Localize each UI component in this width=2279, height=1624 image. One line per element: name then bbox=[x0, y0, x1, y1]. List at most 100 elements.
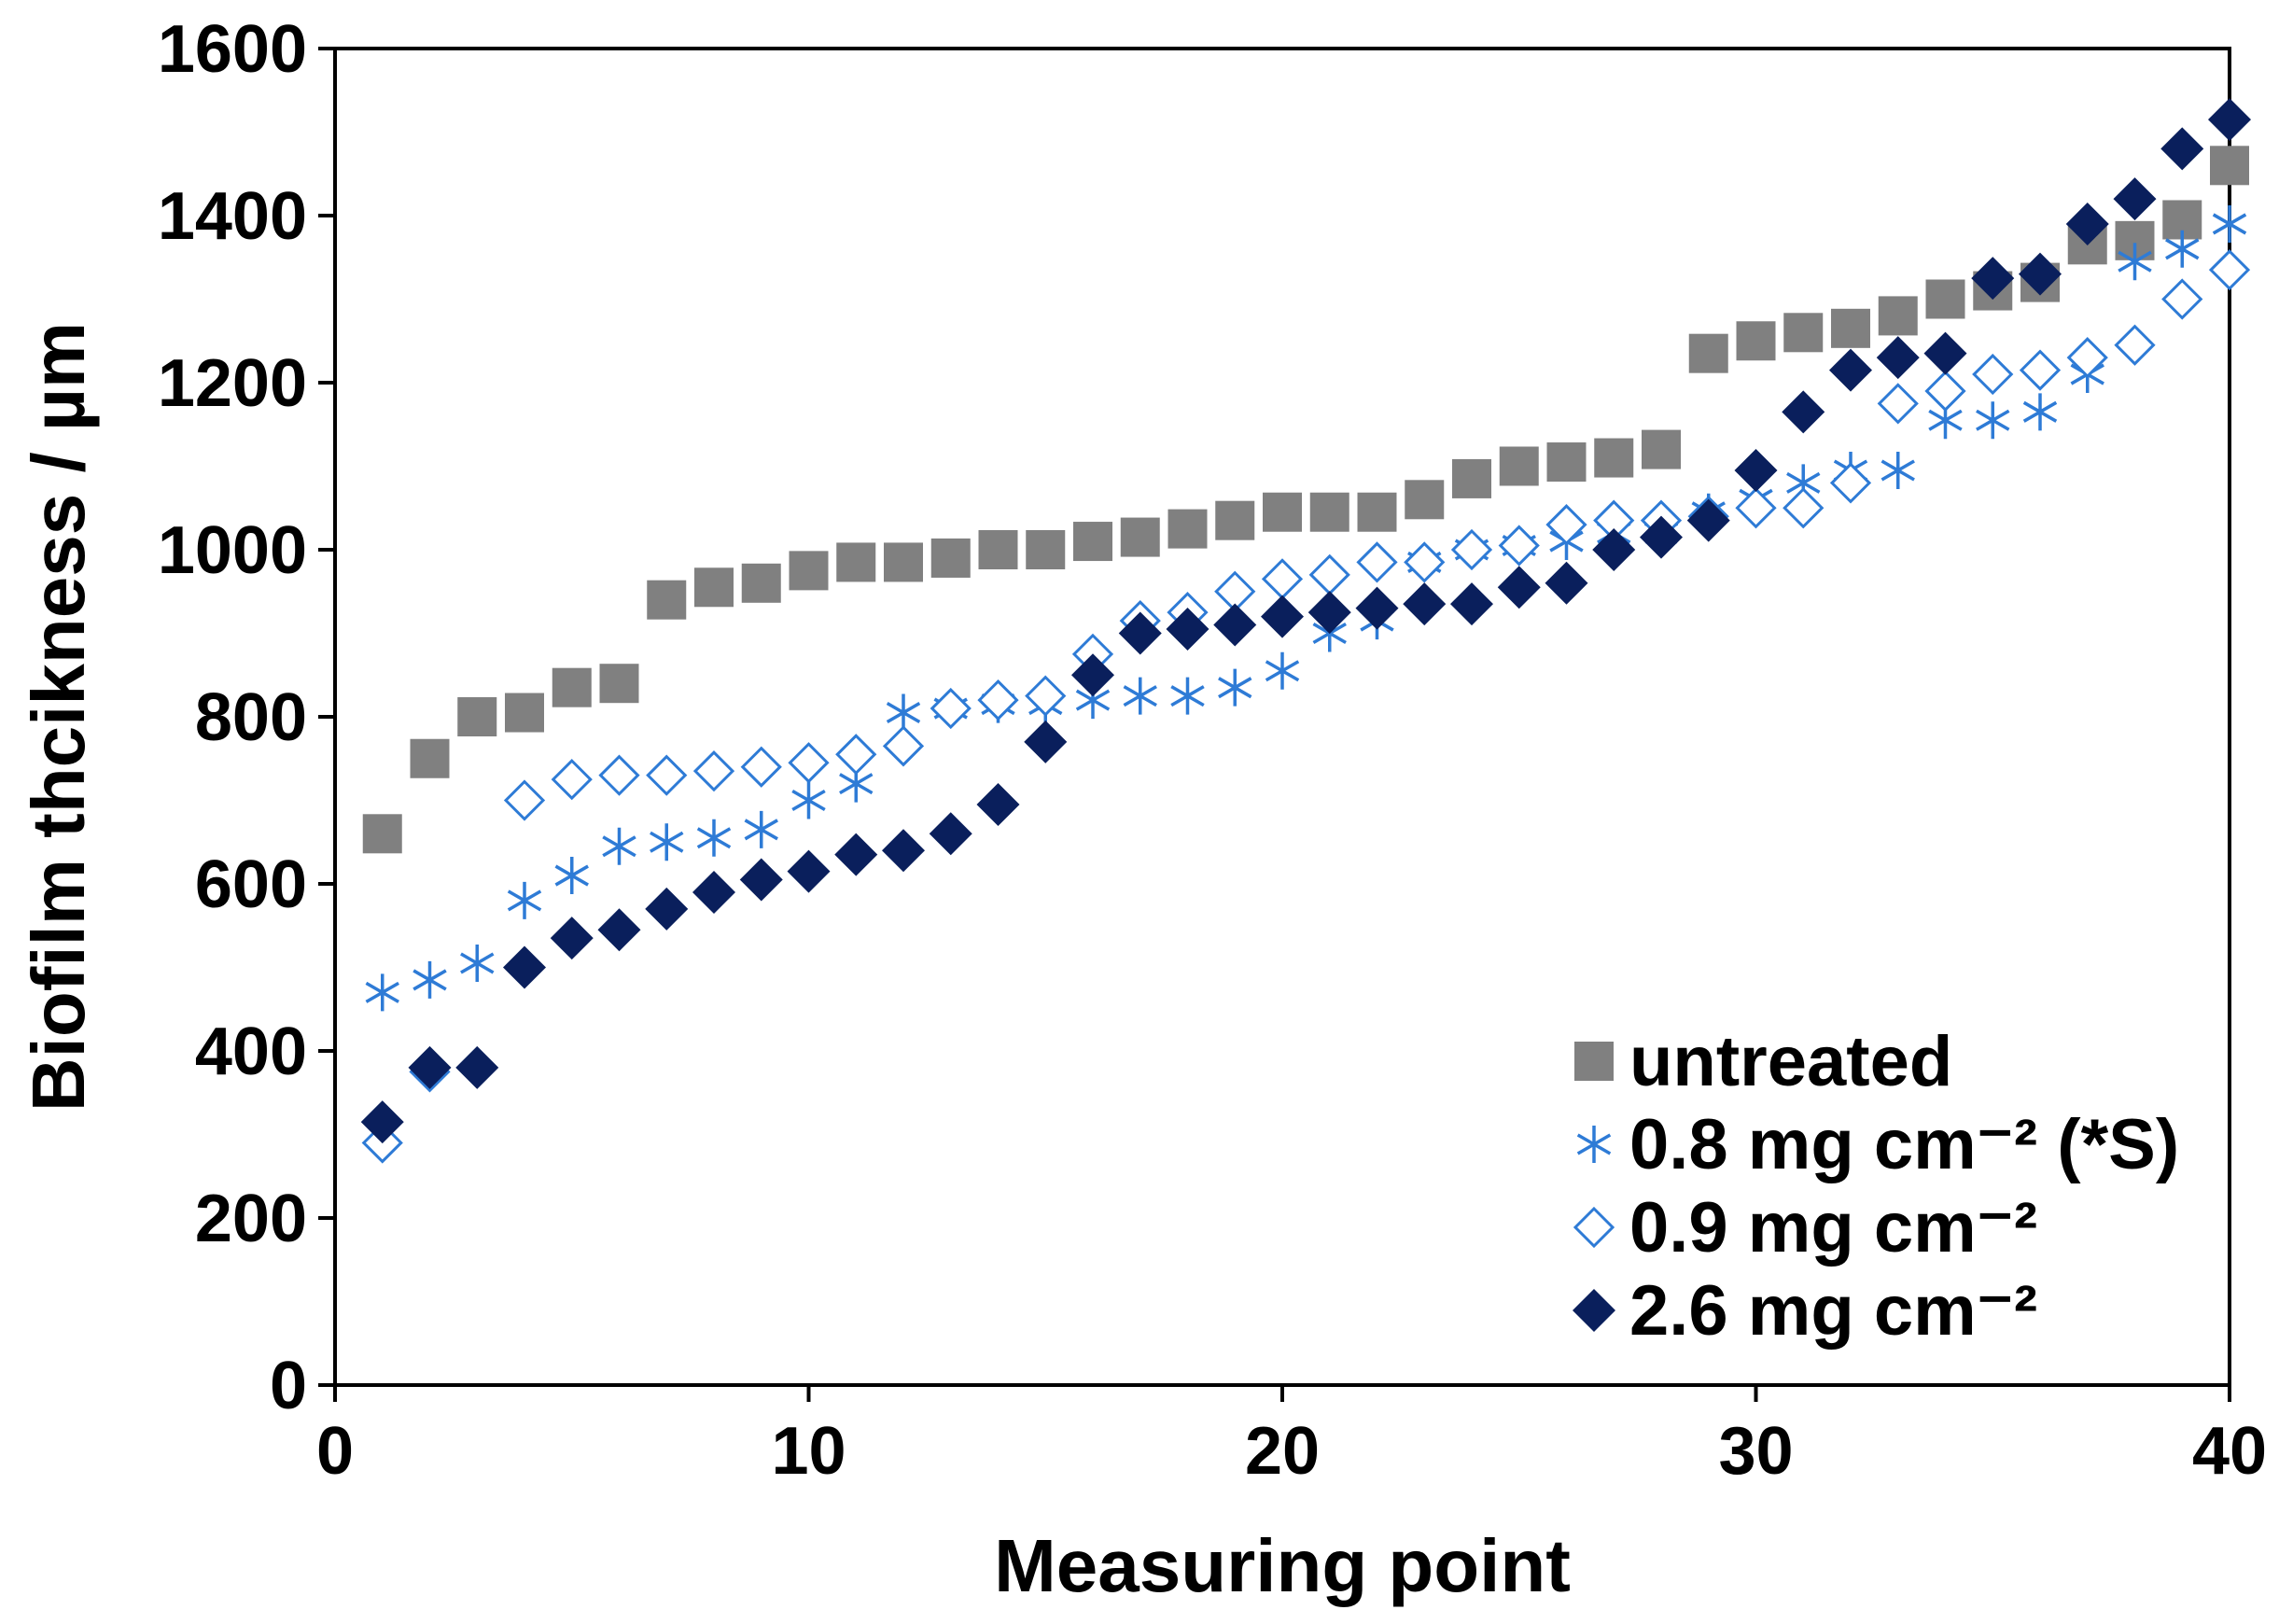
data-point bbox=[1592, 528, 1636, 571]
data-point bbox=[1499, 446, 1539, 486]
data-point bbox=[2066, 337, 2108, 379]
data-point bbox=[1120, 517, 1160, 557]
data-point bbox=[692, 870, 735, 914]
data-point bbox=[1876, 336, 1920, 380]
data-point bbox=[1497, 566, 1541, 609]
data-point bbox=[1309, 492, 1349, 532]
data-point bbox=[1877, 383, 1919, 425]
legend-label: 0.8 mg cm⁻² (*S) bbox=[1629, 1105, 2179, 1184]
legend-label: 0.9 mg cm⁻² bbox=[1629, 1188, 2037, 1267]
y-tick-label: 400 bbox=[195, 1015, 307, 1089]
data-point bbox=[930, 687, 972, 730]
data-point bbox=[408, 1045, 452, 1089]
plot-frame bbox=[333, 47, 2231, 1387]
y-tick-label: 1000 bbox=[158, 513, 307, 588]
data-point bbox=[834, 833, 878, 876]
data-point bbox=[1355, 586, 1399, 630]
data-point bbox=[884, 542, 923, 582]
data-point bbox=[1498, 525, 1540, 567]
y-axis: 0 200 400 600 800 1000 1200 1400 1600 bbox=[158, 12, 335, 1423]
data-point bbox=[976, 782, 1020, 826]
data-point bbox=[787, 849, 831, 893]
data-point bbox=[503, 945, 546, 989]
data-point bbox=[1166, 608, 1209, 651]
data-point bbox=[882, 725, 925, 767]
data-point bbox=[2212, 204, 2247, 243]
y-tick-label: 800 bbox=[195, 680, 307, 755]
data-point bbox=[646, 754, 688, 796]
y-tick-label: 200 bbox=[195, 1182, 307, 1256]
data-point bbox=[1545, 504, 1587, 546]
legend-marker bbox=[1576, 1126, 1612, 1163]
x-tick-label: 20 bbox=[1245, 1414, 1320, 1489]
data-point bbox=[1405, 480, 1445, 520]
y-tick-label: 1200 bbox=[158, 346, 307, 421]
data-point bbox=[552, 667, 592, 707]
data-point bbox=[1736, 321, 1776, 361]
data-point bbox=[2065, 202, 2109, 245]
data-point bbox=[412, 960, 447, 999]
data-point bbox=[1025, 675, 1067, 717]
x-tick-label: 0 bbox=[316, 1414, 354, 1489]
data-point bbox=[1218, 668, 1252, 707]
data-point bbox=[1170, 677, 1205, 715]
data-point bbox=[1452, 458, 1491, 498]
y-tick-label: 600 bbox=[195, 847, 307, 922]
data-point bbox=[1782, 390, 1825, 434]
data-point bbox=[599, 664, 639, 704]
data-point bbox=[739, 858, 783, 902]
data-point bbox=[1976, 401, 2010, 440]
series-2 bbox=[361, 249, 2251, 1164]
legend-item: 0.8 mg cm⁻² (*S) bbox=[1576, 1105, 2179, 1184]
y-tick-label: 1600 bbox=[158, 12, 307, 87]
data-point bbox=[1829, 462, 1872, 504]
data-point bbox=[460, 945, 495, 983]
legend-marker bbox=[1573, 1206, 1615, 1249]
data-point bbox=[696, 819, 732, 857]
data-point bbox=[1734, 448, 1778, 492]
data-point bbox=[457, 697, 497, 736]
data-point bbox=[554, 857, 589, 895]
data-point bbox=[977, 679, 1019, 721]
data-point bbox=[1450, 528, 1493, 571]
data-point bbox=[1123, 677, 1157, 715]
data-point bbox=[835, 734, 877, 776]
data-point bbox=[2210, 146, 2249, 186]
data-point bbox=[2161, 278, 2203, 320]
data-point bbox=[551, 759, 593, 801]
data-point bbox=[598, 754, 640, 796]
data-point bbox=[929, 812, 972, 856]
data-point bbox=[1404, 541, 1446, 583]
y-tick-label: 0 bbox=[270, 1349, 307, 1423]
data-point bbox=[1073, 522, 1112, 562]
data-point bbox=[1878, 296, 1918, 336]
data-point bbox=[1213, 603, 1257, 647]
data-point bbox=[882, 829, 925, 873]
data-point bbox=[1594, 438, 1634, 478]
data-point bbox=[1829, 348, 1872, 392]
data-point bbox=[1688, 333, 1728, 373]
data-point bbox=[836, 542, 876, 582]
series-3 bbox=[360, 98, 2251, 1144]
data-point bbox=[1026, 530, 1066, 569]
data-point bbox=[2019, 349, 2062, 391]
y-axis-title: Biofilm thcikness / µm bbox=[17, 322, 100, 1112]
data-point bbox=[744, 810, 778, 848]
data-point bbox=[1972, 353, 2014, 396]
data-point bbox=[2208, 249, 2251, 291]
x-tick-label: 30 bbox=[1718, 1414, 1793, 1489]
data-point bbox=[1924, 370, 1966, 413]
data-point bbox=[789, 551, 829, 591]
data-point bbox=[692, 750, 735, 792]
legend-label: untreated bbox=[1629, 1022, 1952, 1101]
data-point bbox=[788, 742, 830, 784]
data-point bbox=[1831, 308, 1870, 348]
data-point bbox=[1261, 558, 1304, 600]
data-point bbox=[978, 530, 1018, 569]
data-point bbox=[1024, 720, 1068, 763]
data-point bbox=[2114, 324, 2156, 366]
data-point bbox=[1686, 498, 1730, 542]
y-tick-label: 1400 bbox=[158, 179, 307, 254]
